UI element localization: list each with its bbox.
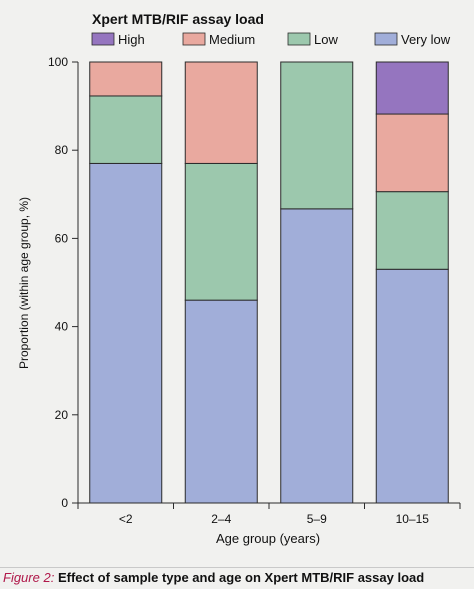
legend: High Medium Low Very low bbox=[91, 32, 451, 47]
legend-title: Xpert MTB/RIF assay load bbox=[92, 11, 264, 27]
x-tick-label-2-4: 2–4 bbox=[211, 512, 231, 526]
caption-text: Effect of sample type and age on Xpert M… bbox=[57, 570, 425, 585]
figure-caption: Figure 2: Effect of sample type and age … bbox=[0, 567, 474, 589]
bar-segment-2-4-medium bbox=[184, 61, 258, 164]
bar-segment-10-15-low bbox=[375, 191, 449, 270]
caption-label: Figure 2: bbox=[3, 570, 55, 585]
x-axis: <2 2–4 5–9 10–15 bbox=[77, 502, 461, 526]
legend-swatch-very-low bbox=[374, 32, 398, 46]
y-axis: 0 20 40 60 80 100 bbox=[48, 55, 79, 510]
bar-segment-5-9-very-low bbox=[280, 208, 354, 504]
legend-label-medium: Medium bbox=[209, 32, 255, 47]
x-tick-label-2: <2 bbox=[119, 512, 133, 526]
bar-segment-5-9-low bbox=[280, 61, 354, 210]
bar-segment-10-15-very-low bbox=[375, 268, 449, 504]
x-axis-label: Age group (years) bbox=[216, 531, 320, 546]
y-tick-label-100: 100 bbox=[48, 55, 68, 69]
y-tick-label-60: 60 bbox=[55, 231, 69, 245]
legend-label-low: Low bbox=[314, 32, 338, 47]
bar-segment-2-4-low bbox=[184, 162, 258, 301]
y-tick-label-0: 0 bbox=[61, 496, 68, 510]
legend-swatch-medium bbox=[182, 32, 206, 46]
x-tick-label-10-15: 10–15 bbox=[396, 512, 430, 526]
bar-segment-2-low bbox=[89, 95, 163, 164]
y-tick-label-20: 20 bbox=[55, 408, 69, 422]
bar-segment-10-15-medium bbox=[375, 113, 449, 193]
y-axis-label: Proportion (within age group, %) bbox=[17, 197, 31, 369]
y-tick-label-80: 80 bbox=[55, 143, 69, 157]
legend-label-high: High bbox=[118, 32, 145, 47]
bar-segment-2-4-very-low bbox=[184, 299, 258, 504]
bar-segment-2-very-low bbox=[89, 162, 163, 504]
legend-swatch-high bbox=[91, 32, 115, 46]
y-tick-label-40: 40 bbox=[55, 320, 69, 334]
legend-swatch-low bbox=[287, 32, 311, 46]
bar-segment-2-medium bbox=[89, 61, 163, 97]
x-tick-label-5-9: 5–9 bbox=[307, 512, 327, 526]
bar-segment-10-15-high bbox=[375, 61, 449, 115]
chart: Xpert MTB/RIF assay load High Medium Low Ve… bbox=[17, 11, 461, 546]
bars bbox=[89, 61, 449, 504]
legend-label-very-low: Very low bbox=[401, 32, 451, 47]
